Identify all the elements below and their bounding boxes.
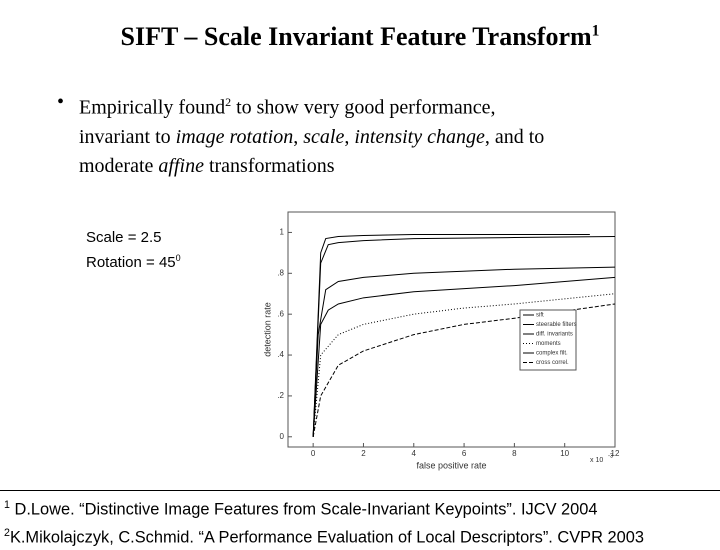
footnotes: 1 D.Lowe. “Distinctive Image Features fr… bbox=[0, 490, 720, 550]
footnote: 1 D.Lowe. “Distinctive Image Features fr… bbox=[0, 493, 720, 521]
legend-label: moments bbox=[536, 341, 561, 347]
emphasis: intensity change bbox=[354, 125, 485, 148]
degree: 0 bbox=[175, 253, 181, 263]
y-tick-label: .2 bbox=[277, 391, 284, 400]
series-line bbox=[312, 276, 616, 437]
y-tick-label: .6 bbox=[277, 309, 284, 318]
series-line bbox=[312, 233, 590, 437]
footnote-mark: 2 bbox=[4, 527, 10, 540]
y-tick-label: .4 bbox=[277, 350, 284, 359]
y-tick-label: 0 bbox=[280, 432, 285, 441]
x-tick-label: 4 bbox=[412, 449, 417, 458]
text: to show very good performance, bbox=[231, 96, 496, 119]
footnote: 2K.Mikolajczyk, C.Schmid. “A Performance… bbox=[0, 521, 720, 549]
footnote-text: D.Lowe. “Distinctive Image Features from… bbox=[14, 500, 598, 519]
rotation-note: Rotation = 450 bbox=[86, 248, 181, 273]
y-tick-label: 1 bbox=[280, 228, 285, 237]
text: invariant to bbox=[79, 125, 176, 148]
x-tick-label: 12 bbox=[611, 449, 620, 458]
emphasis: scale bbox=[303, 125, 345, 148]
bullet-line: Empirically found2 to show very good per… bbox=[79, 88, 544, 123]
series-line bbox=[312, 303, 616, 437]
annotation: Scale = 2.5 Rotation = 450 bbox=[86, 228, 181, 273]
legend-label: diff. invariants bbox=[536, 332, 573, 338]
x-multiplier: x 10 bbox=[590, 457, 603, 464]
x-axis-label: false positive rate bbox=[416, 460, 486, 470]
bullet-line: moderate affine transformations bbox=[79, 152, 544, 181]
text: Rotation = 45 bbox=[86, 254, 176, 271]
legend-label: steerable filters bbox=[536, 322, 577, 328]
scale-note: Scale = 2.5 bbox=[86, 229, 162, 246]
x-tick-label: 8 bbox=[512, 449, 517, 458]
footnote-mark: 1 bbox=[4, 499, 10, 511]
text: Empirically found bbox=[79, 96, 226, 119]
x-tick-label: 10 bbox=[560, 449, 569, 458]
x-multiplier-exp: -3 bbox=[608, 454, 614, 460]
text: , bbox=[293, 125, 304, 148]
title-footnote-mark: 1 bbox=[591, 22, 600, 40]
x-tick-label: 0 bbox=[311, 449, 316, 458]
legend: sift steerable filters diff. invariants mom… bbox=[519, 309, 577, 371]
y-axis-label: detection rate bbox=[262, 302, 272, 357]
legend-label: sift bbox=[536, 313, 544, 319]
text: , and to bbox=[484, 125, 545, 148]
legend-box bbox=[519, 309, 577, 371]
bullet: • Empirically found2 to show very good p… bbox=[57, 88, 544, 181]
title-text: SIFT – Scale Invariant Feature Transform bbox=[120, 22, 592, 51]
x-tick-label: 2 bbox=[361, 449, 366, 458]
text: moderate bbox=[79, 154, 159, 177]
emphasis: affine bbox=[158, 154, 204, 177]
legend-label: complex filt. bbox=[536, 351, 568, 357]
footnote-mark: 2 bbox=[225, 95, 232, 109]
footnote-text: K.Mikolajczyk, C.Schmid. “A Performance … bbox=[9, 528, 644, 547]
series-line bbox=[312, 266, 616, 437]
text: , bbox=[344, 125, 355, 148]
emphasis: image rotation bbox=[175, 125, 294, 148]
x-tick-label: 6 bbox=[462, 449, 467, 458]
series-line bbox=[312, 236, 616, 437]
bullet-line: invariant to image rotation, scale, inte… bbox=[79, 123, 544, 152]
text: transformations bbox=[203, 154, 335, 177]
slide-title: SIFT – Scale Invariant Feature Transform… bbox=[0, 22, 720, 52]
legend-label: cross correl. bbox=[536, 360, 569, 366]
y-tick-label: .8 bbox=[277, 268, 284, 277]
bullet-dot: • bbox=[57, 91, 65, 113]
